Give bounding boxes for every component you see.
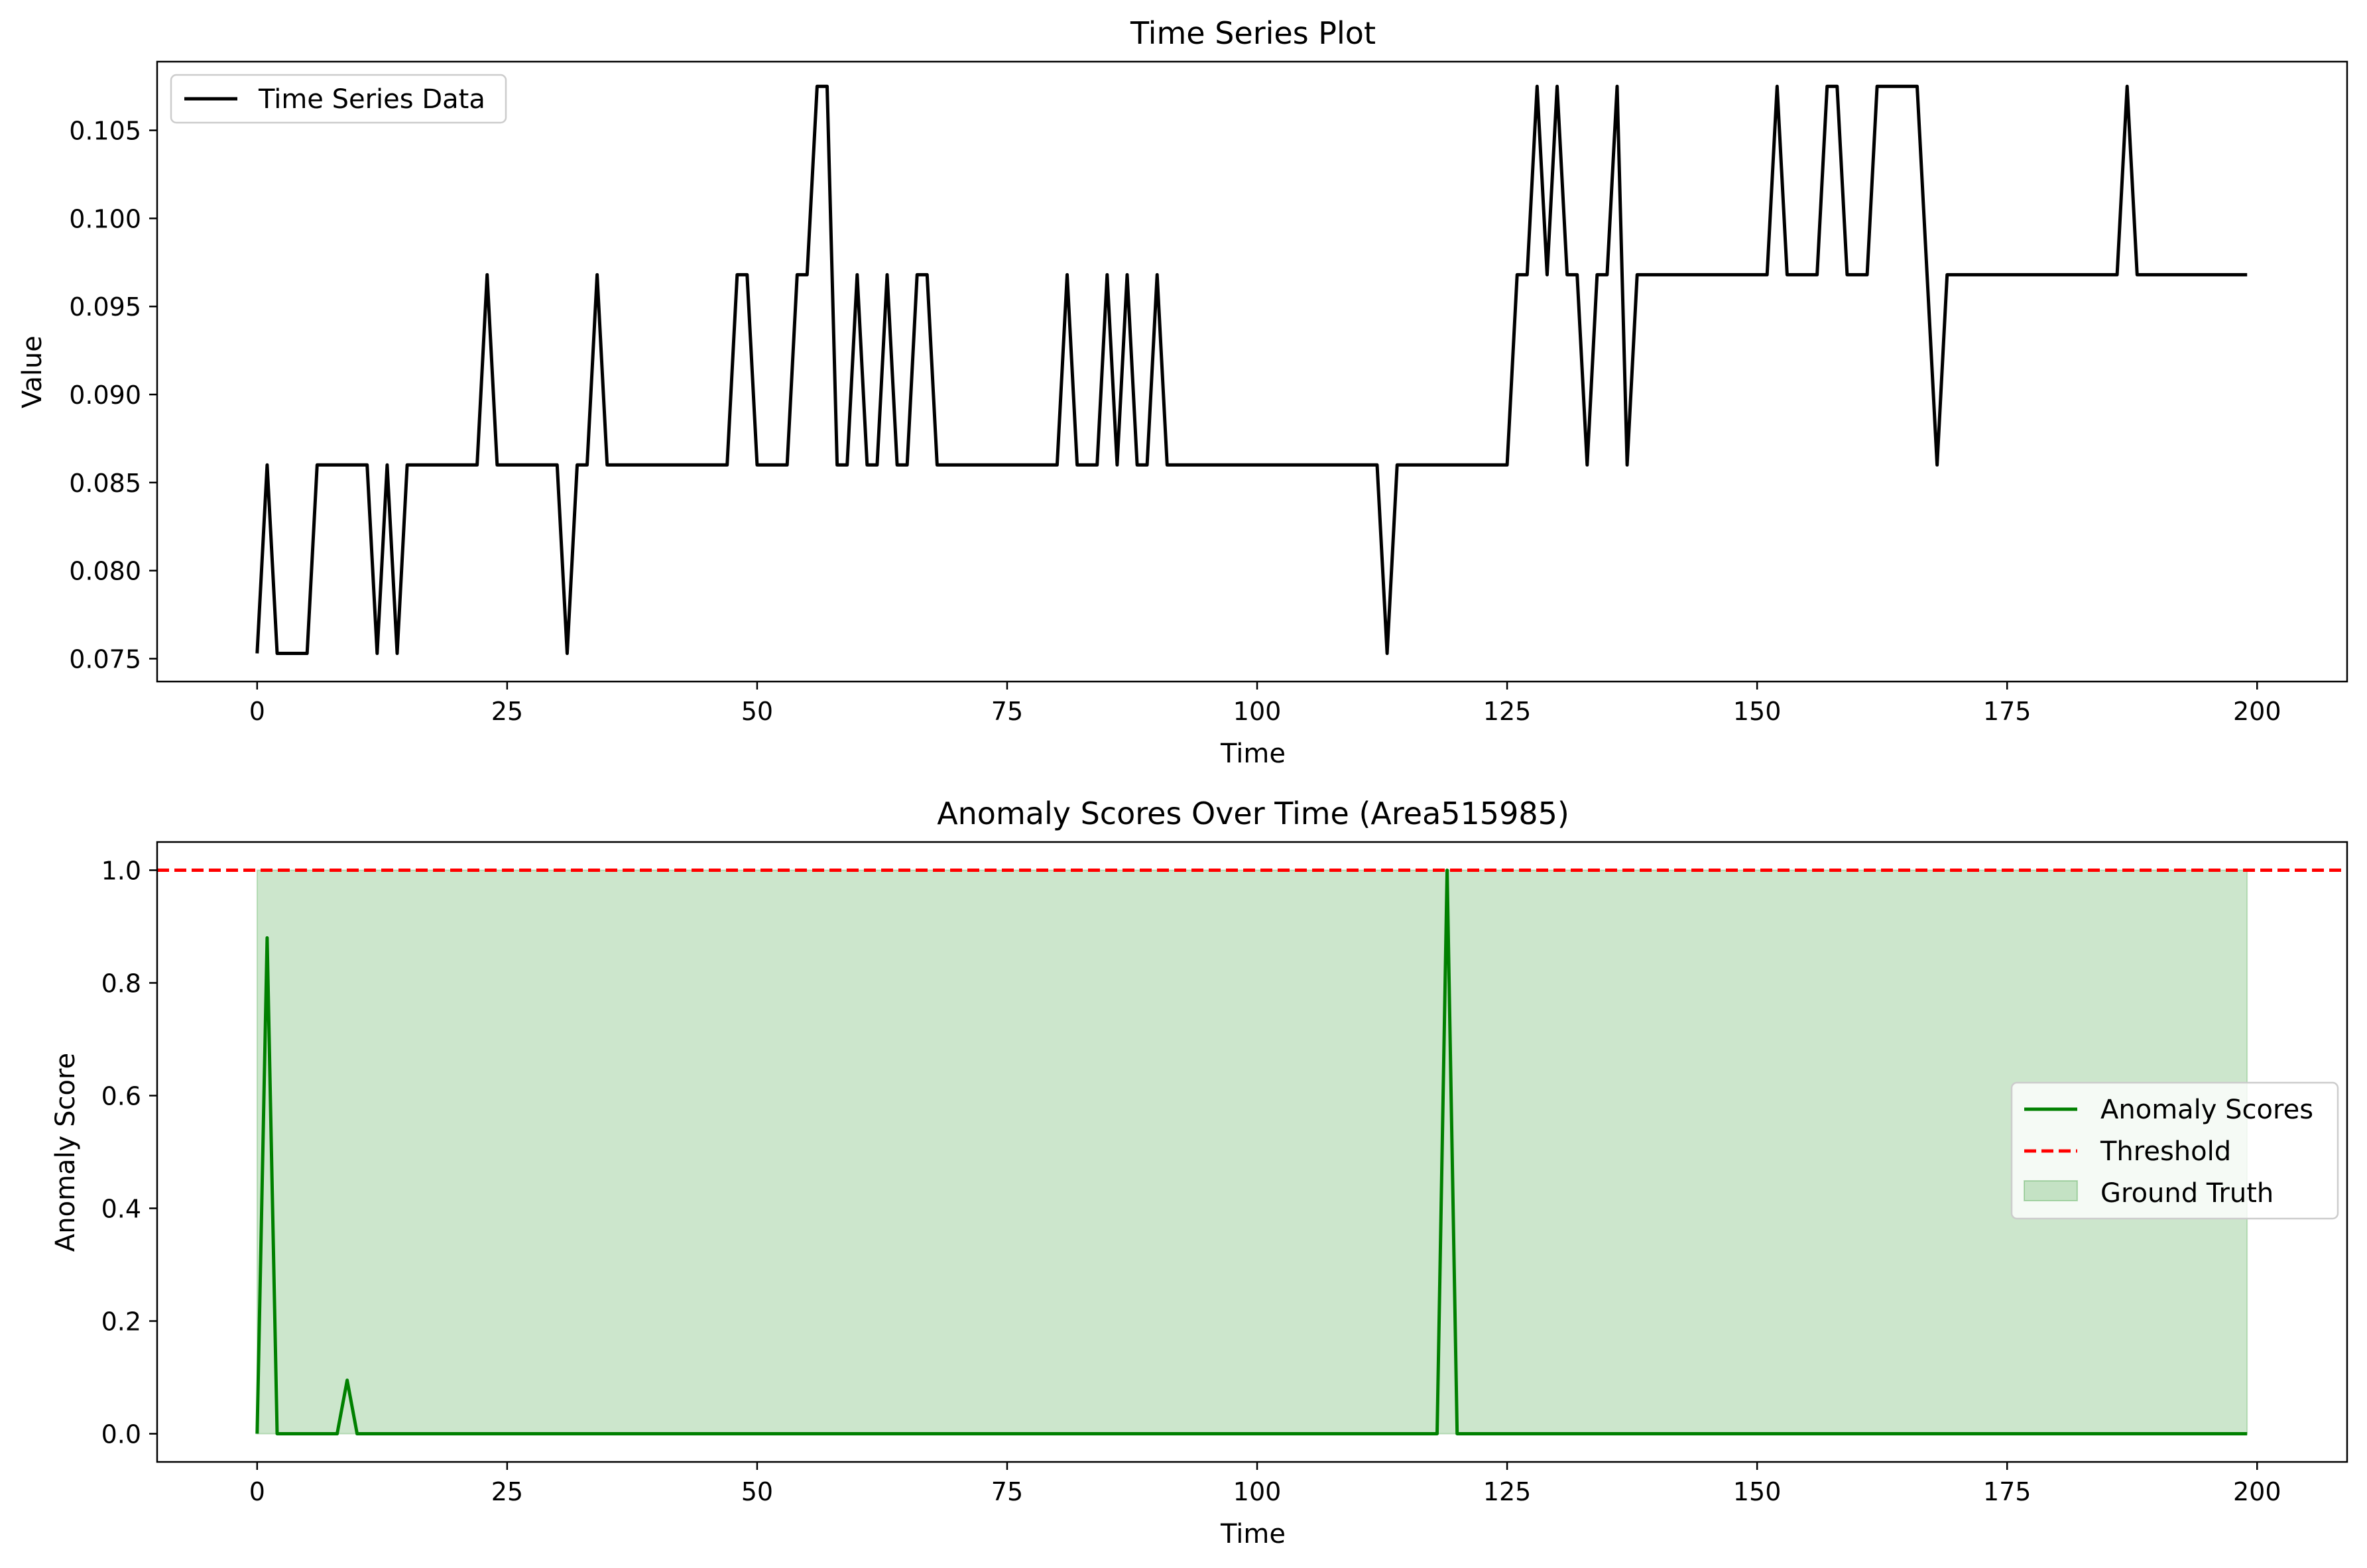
anomaly-score-chart: Anomaly Scores Over Time (Area515985) 0 2…: [50, 796, 2348, 1549]
anomaly-score-legend: Anomaly Scores Threshold Ground Truth: [2010, 1081, 2339, 1220]
anomaly-score-x-tick-label: 0: [249, 1477, 265, 1506]
time-series-legend-label: Time Series Data: [258, 84, 485, 115]
anomaly-score-x-tick-label: 50: [741, 1477, 773, 1506]
anomaly-legend-threshold-label: Threshold: [2100, 1136, 2231, 1167]
anomaly-score-y-tick-label: 0.4: [101, 1195, 141, 1224]
anomaly-score-plot-frame: [156, 841, 2348, 1463]
anomaly-score-x-tick-label: 175: [1983, 1477, 2032, 1506]
anomaly-score-x-tick-label: 150: [1733, 1477, 1782, 1506]
anomaly-score-x-tick-label: 75: [991, 1477, 1023, 1506]
anomaly-score-x-axis-label: Time: [1220, 1519, 1286, 1549]
ground-truth-region: [256, 869, 2248, 1435]
time-series-x-tick-label: 75: [991, 697, 1023, 726]
time-series-x-tick-label: 175: [1983, 697, 2032, 726]
time-series-plot-area: [255, 84, 2248, 655]
time-series-chart: Time Series Plot 0 25 50 75 100 125 150 175 200 …: [17, 15, 2348, 769]
time-series-x-tick-label: 125: [1483, 697, 1532, 726]
time-series-x-tick-label: 200: [2233, 697, 2281, 726]
time-series-plot-frame: [156, 60, 2348, 683]
anomaly-score-x-tick-label: 200: [2233, 1477, 2281, 1506]
time-series-x-axis-label: Time: [1220, 739, 1286, 769]
anomaly-score-plot-area: [157, 869, 2347, 1435]
time-series-y-tick-label: 0.080: [69, 557, 141, 586]
time-series-y-tick-label: 0.105: [69, 117, 141, 146]
time-series-y-ticks: 0.075 0.080 0.085 0.090 0.095 0.100 0.105: [69, 117, 157, 674]
anomaly-score-y-tick-label: 0.0: [101, 1420, 141, 1449]
anomaly-score-y-tick-label: 0.6: [101, 1082, 141, 1111]
anomaly-score-legend-box: [2010, 1081, 2339, 1220]
time-series-x-ticks: 0 25 50 75 100 125 150 175 200: [249, 682, 2281, 726]
time-series-x-tick-label: 0: [249, 697, 265, 726]
time-series-x-tick-label: 150: [1733, 697, 1782, 726]
anomaly-score-chart-title: Anomaly Scores Over Time (Area515985): [937, 796, 1569, 831]
anomaly-score-y-tick-label: 0.2: [101, 1307, 141, 1337]
anomaly-legend-scores-label: Anomaly Scores: [2100, 1095, 2313, 1125]
anomaly-score-y-tick-label: 1.0: [101, 857, 141, 886]
time-series-y-tick-label: 0.095: [69, 292, 141, 322]
time-series-data-line: [255, 84, 2248, 655]
anomaly-score-x-tick-label: 100: [1233, 1477, 1282, 1506]
time-series-legend-box: [170, 74, 507, 124]
time-series-x-tick-label: 100: [1233, 697, 1282, 726]
time-series-x-tick-label: 50: [741, 697, 773, 726]
time-series-chart-title: Time Series Plot: [1130, 15, 1376, 51]
anomaly-score-y-ticks: 0.0 0.2 0.4 0.6 0.8 1.0: [101, 857, 157, 1449]
anomaly-score-x-ticks: 0 25 50 75 100 125 150 175 200: [249, 1462, 2281, 1506]
anomaly-scores-line: [255, 869, 2248, 1435]
time-series-y-axis-label: Value: [17, 335, 48, 408]
time-series-y-tick-label: 0.075: [69, 644, 141, 674]
anomaly-score-x-tick-label: 25: [491, 1477, 523, 1506]
anomaly-score-y-axis-label: Anomaly Score: [50, 1053, 81, 1252]
time-series-y-tick-label: 0.090: [69, 381, 141, 410]
time-series-y-tick-label: 0.100: [69, 204, 141, 233]
anomaly-legend-ground-truth-swatch: [2024, 1180, 2078, 1201]
time-series-legend: Time Series Data: [170, 74, 507, 124]
time-series-y-tick-label: 0.085: [69, 469, 141, 498]
anomaly-score-x-tick-label: 125: [1483, 1477, 1532, 1506]
anomaly-score-y-tick-label: 0.8: [101, 969, 141, 998]
anomaly-legend-ground-truth-label: Ground Truth: [2100, 1178, 2274, 1209]
time-series-x-tick-label: 25: [491, 697, 523, 726]
